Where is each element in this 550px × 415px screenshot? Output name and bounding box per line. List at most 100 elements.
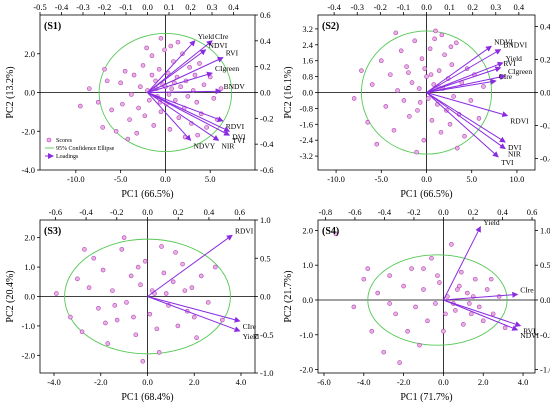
score-point — [166, 92, 172, 97]
right-tick-label: 0.2 — [260, 62, 271, 72]
loading-label: CIgreen — [215, 64, 239, 73]
score-point — [189, 285, 195, 290]
score-point — [158, 109, 164, 115]
score-point — [472, 276, 478, 282]
score-point — [397, 360, 402, 365]
score-point — [454, 40, 459, 46]
legend-scores-symbol — [46, 137, 52, 143]
y-tick-label: -2.0 — [22, 126, 35, 136]
score-point — [218, 86, 224, 91]
loading-arrow — [426, 66, 502, 93]
score-point — [165, 70, 171, 76]
x-tick-label: 0.0 — [160, 174, 171, 184]
right-tick-label: 0.0 — [260, 292, 271, 302]
right-tick-label: 0.0 — [540, 295, 550, 305]
score-point — [436, 68, 442, 73]
score-point — [401, 283, 406, 289]
top-tick-label: -0.4 — [79, 207, 93, 217]
loading-label: RDVI — [510, 117, 529, 126]
y-tick-label: -1.0 — [300, 330, 313, 340]
x-tick-label: -2.0 — [94, 377, 107, 387]
score-point — [204, 125, 209, 130]
score-point — [120, 101, 125, 107]
x-tick-label: -6.0 — [317, 377, 330, 387]
score-point — [387, 301, 392, 306]
score-point — [426, 96, 431, 101]
score-point — [138, 282, 143, 288]
score-point — [192, 72, 198, 78]
score-point — [173, 250, 178, 255]
score-point — [365, 266, 371, 271]
loading-arrow — [426, 92, 499, 158]
top-tick-label: 0.6 — [234, 207, 245, 217]
score-point — [176, 115, 182, 120]
score-point — [205, 300, 211, 305]
x-axis-label: PC1 (66.5%) — [400, 189, 452, 200]
loading-arrow — [426, 92, 506, 150]
score-point — [480, 318, 486, 324]
y-tick-label: -2.0 — [22, 350, 35, 360]
loading-arrow — [426, 92, 509, 118]
right-tick-label: -1.0 — [540, 365, 550, 375]
score-point — [219, 317, 225, 323]
score-point — [412, 38, 418, 44]
y-tick-label: 0.0 — [24, 88, 35, 98]
score-point — [453, 308, 458, 313]
score-point — [467, 301, 472, 306]
score-point — [197, 61, 202, 66]
loading-label: RDVI — [226, 122, 245, 131]
legend-ellipse-label: 95% Confidence Ellipse — [56, 145, 115, 152]
loading-arrow — [426, 61, 504, 93]
score-point — [455, 287, 460, 292]
score-point — [429, 118, 435, 123]
loading-label: NDVI — [520, 331, 539, 340]
score-point — [180, 261, 185, 267]
top-tick-label: 0.1 — [444, 2, 455, 12]
score-point — [100, 125, 106, 130]
top-tick-label: -0.1 — [397, 2, 410, 12]
top-tick-label: 0.2 — [185, 2, 196, 12]
score-point — [194, 99, 200, 105]
score-point — [175, 39, 181, 45]
score-point — [158, 35, 164, 41]
score-point — [191, 314, 197, 320]
top-tick-label: -0.4 — [55, 2, 69, 12]
y-tick-label: -4.0 — [22, 165, 35, 175]
score-point — [195, 132, 200, 138]
legend-loadings-label: Loadings — [56, 154, 79, 160]
x-tick-label: 5.0 — [205, 174, 216, 184]
y-tick-label: 2.0 — [24, 233, 35, 243]
right-tick-label: 0.4 — [260, 36, 271, 46]
panel-label: (S3) — [44, 226, 61, 237]
score-point — [79, 329, 85, 335]
score-point — [374, 141, 380, 147]
score-point — [442, 52, 447, 58]
top-tick-label: 0.4 — [497, 207, 508, 217]
y-tick-label: -1.6 — [300, 119, 313, 129]
score-point — [124, 300, 129, 305]
x-tick-label: -10.0 — [67, 174, 85, 184]
score-point — [134, 130, 140, 136]
score-point — [170, 279, 176, 285]
top-tick-label: 0.2 — [467, 2, 478, 12]
x-tick-label: 5.0 — [466, 174, 477, 184]
panel-label: (S2) — [322, 21, 339, 32]
score-point — [416, 86, 422, 91]
loading-arrow — [426, 74, 506, 93]
score-point — [178, 84, 183, 89]
score-point — [131, 314, 136, 320]
panel-s4: -6.0 -4.0 -2.0 0.0 2.0 4.0 -2.0 -1.0 0.0 1.0 2.0 -0… — [283, 207, 550, 403]
score-point — [187, 65, 192, 70]
x-tick-label: 0.0 — [421, 174, 432, 184]
right-tick-label: 0.4 — [540, 22, 550, 32]
top-tick-label: 0.6 — [527, 207, 538, 217]
loading-arrow — [147, 92, 192, 142]
loading-label: Yield — [483, 218, 499, 227]
y-tick-label: 1.0 — [302, 260, 313, 270]
score-point — [488, 276, 494, 282]
score-point — [421, 137, 427, 143]
x-tick-label: 0.0 — [142, 377, 153, 387]
loading-label: DVI — [232, 132, 246, 141]
y-tick-label: -2.4 — [300, 135, 314, 145]
right-tick-label: 0.2 — [540, 55, 550, 65]
